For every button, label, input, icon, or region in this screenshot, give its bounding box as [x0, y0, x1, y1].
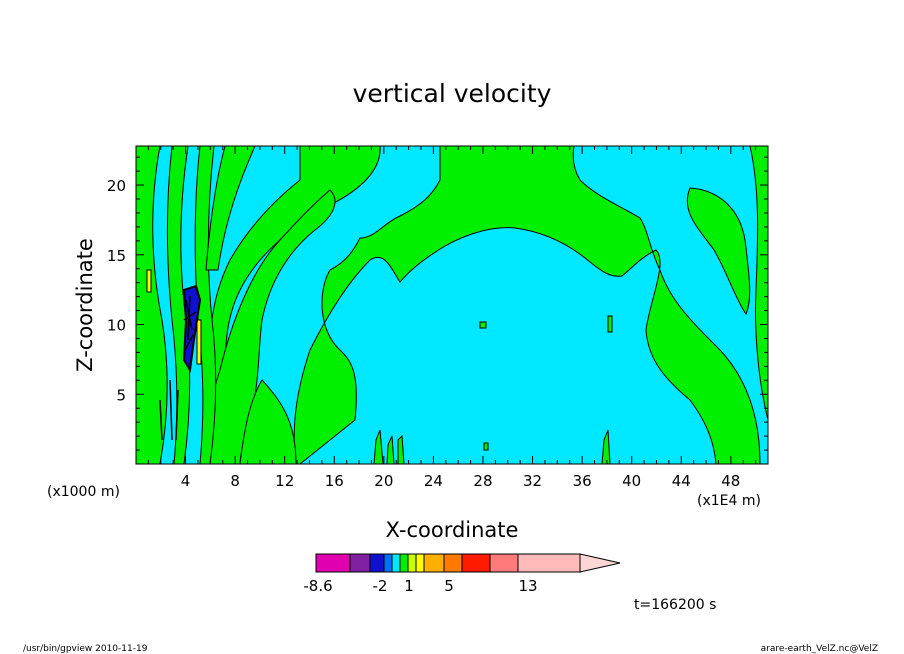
chart-title: vertical velocity — [353, 79, 552, 108]
colorbar-label: -2 — [373, 577, 388, 595]
lower-green-patch — [239, 379, 297, 464]
yellow-streak — [196, 319, 202, 365]
x-unit-left: (x1000 m) — [47, 484, 120, 500]
left-strip-2 — [167, 146, 191, 464]
contour-fill — [136, 146, 768, 464]
y-ticks: 5 10 15 20 — [107, 156, 768, 451]
colorbar — [315, 553, 621, 573]
right-green-lobe — [686, 187, 751, 316]
x-tick-label: 40 — [622, 472, 641, 490]
colorbar-swatch — [415, 553, 425, 573]
x-axis-label: X-coordinate — [386, 518, 519, 542]
x-unit-right: (x1E4 m) — [697, 493, 761, 509]
x-tick-label: 36 — [573, 472, 592, 490]
x-tick-label: 48 — [721, 472, 740, 490]
upper-green-region — [293, 146, 761, 464]
colorbar-swatch — [369, 553, 385, 573]
colorbar-swatch — [461, 553, 491, 573]
y-axis-label: Z-coordinate — [73, 238, 97, 372]
left-strip-4 — [205, 146, 256, 271]
yellow-streak — [146, 269, 152, 293]
x-tick-label: 12 — [275, 472, 294, 490]
plot-frame — [135, 145, 769, 465]
x-tick-label: 28 — [473, 472, 492, 490]
colorbar-swatch — [349, 553, 371, 573]
colorbar-swatch — [489, 553, 519, 573]
x-tick-label: 24 — [424, 472, 443, 490]
x-tick-label: 44 — [672, 472, 691, 490]
colorbar-swatch — [423, 553, 445, 573]
small-green-dot — [607, 315, 613, 333]
colorbar-swatch — [407, 553, 417, 573]
x-tick-label: 8 — [230, 472, 240, 490]
footer-left: /usr/bin/gpview 2010-11-19 — [23, 644, 148, 654]
y-tick-label: 15 — [107, 247, 126, 265]
colorbar-label: 13 — [518, 577, 537, 595]
time-label: t=166200 s — [634, 597, 716, 613]
colorbar-swatch — [517, 553, 581, 573]
colorbar-swatch — [383, 553, 393, 573]
colorbar-label: 1 — [404, 577, 414, 595]
small-green-dot — [479, 321, 487, 329]
x-tick-label: 20 — [374, 472, 393, 490]
x-tick-label: 4 — [181, 472, 191, 490]
colorbar-label: -8.6 — [303, 577, 332, 595]
footer-right: arare-earth_VelZ.nc@VelZ — [761, 644, 878, 654]
colorbar-label: 5 — [444, 577, 454, 595]
y-tick-label: 10 — [107, 317, 126, 335]
colorbar-labels: -8.6 -2 1 5 13 — [303, 577, 537, 595]
colorbar-arrow — [579, 553, 621, 573]
y-tick-label: 5 — [116, 386, 126, 404]
right-edge-green — [749, 146, 768, 421]
left-strip-1 — [136, 146, 168, 464]
colorbar-swatch — [443, 553, 463, 573]
x-ticks: 4 8 12 16 20 24 28 32 36 40 44 48 — [147, 146, 757, 490]
x-tick-label: 16 — [325, 472, 344, 490]
y-tick-label: 20 — [107, 177, 126, 195]
x-tick-label: 32 — [523, 472, 542, 490]
colorbar-swatch — [391, 553, 401, 573]
dark-core-lines — [159, 295, 197, 441]
colorbar-swatch — [399, 553, 409, 573]
colorbar-swatch — [315, 553, 351, 573]
